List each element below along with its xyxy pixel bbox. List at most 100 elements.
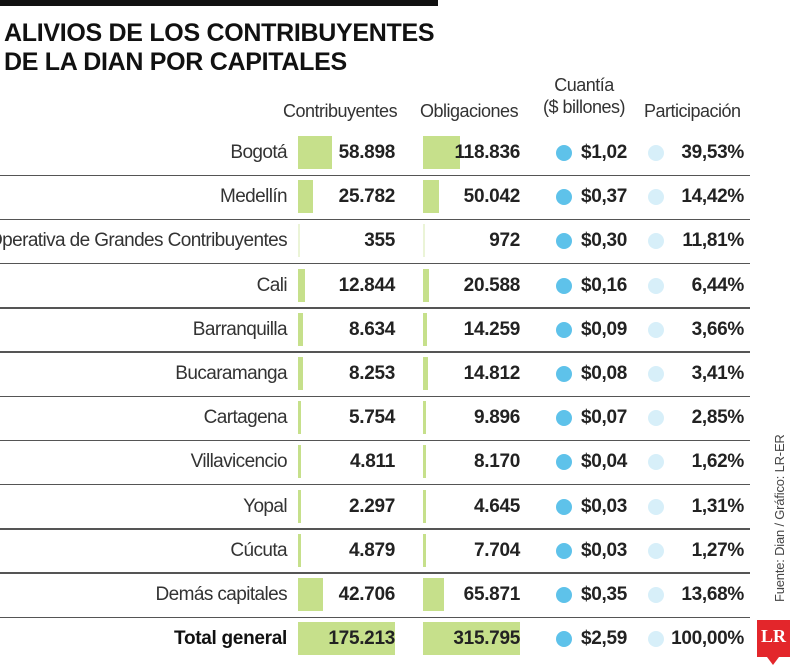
contribuyentes-bar [298,268,306,302]
cuantia-dot [556,542,572,559]
row-label: Operativa de Grandes Contribuyentes [0,230,288,252]
contribuyentes-value: 25.782 [338,186,396,208]
participacion-dot [648,189,664,206]
obligaciones-value: 972 [489,230,520,252]
obligaciones-bar [423,489,426,523]
cuantia-value: $0,03 [580,495,627,517]
obligaciones-value: 118.836 [454,142,520,163]
contribuyentes-value: 355 [364,230,395,252]
row-divider [0,395,750,397]
cuantia-value: $0,04 [580,451,627,473]
contribuyentes-value: 58.898 [338,142,396,163]
contribuyentes-value: 175.213 [328,628,395,650]
obligaciones-bar [423,268,430,302]
header-cuantia: Cuantía ($ billones) [535,74,633,118]
obligaciones-value: 9.896 [473,407,520,429]
cuantia-value: $0,16 [580,274,627,296]
row-divider [0,439,750,442]
participacion-value: 1,27% [691,539,745,561]
contribuyentes-bar [298,312,303,346]
contribuyentes-bar [298,489,301,523]
total-row: Total general 175.213 315.795 $2,59 100,00% [0,618,750,662]
table-row: Bogotá 58.898 118.836 $1,02 39,53% [0,132,750,176]
participacion-dot [648,366,664,382]
table-row: Yopal 2.297 4.645 $0,03 1,31% [0,486,750,530]
row-divider [0,572,750,574]
header-cuantia-line-1: Cuantía [554,75,614,95]
table-row: Cali 12.844 20.588 $0,16 6,44% [0,265,750,309]
row-divider [0,528,750,530]
cuantia-value: $1,02 [580,142,627,163]
table-row: Medellín 25.782 50.042 $0,37 14,42% [0,176,750,221]
obligaciones-bar [423,622,520,656]
obligaciones-value: 8.170 [473,451,520,473]
top-rule [0,0,438,6]
cuantia-value: $0,37 [580,186,627,208]
row-divider [0,351,750,353]
contribuyentes-bar [298,445,301,479]
cuantia-value: $0,35 [580,584,627,605]
header-contribuyentes: Contribuyentes [283,101,398,121]
obligaciones-bar [423,312,428,346]
participacion-value: 100,00% [671,628,744,650]
row-label: Cartagena [203,407,288,429]
cuantia-dot [556,233,572,250]
row-label: Total general [174,628,287,650]
participacion-dot [648,410,664,427]
participacion-value: 1,31% [691,495,745,517]
contribuyentes-bar [298,622,395,656]
row-label: Yopal [243,495,287,517]
row-label: Bogotá [230,142,287,163]
cuantia-dot [556,454,572,471]
row-label: Cúcuta [230,539,287,561]
cuantia-dot [556,410,572,427]
participacion-value: 14,42% [681,186,744,208]
table-row: Operativa de Grandes Contribuyentes 355 97… [0,220,750,265]
participacion-value: 3,41% [691,363,745,384]
obligaciones-bar [423,533,426,567]
title-line-2: DE LA DIAN POR CAPITALES [4,48,347,76]
cuantia-value: $0,07 [580,407,627,429]
obligaciones-value: 14.259 [463,318,521,340]
source-note: Fuente: Dian / Gráfico: LR-ER [772,434,787,602]
contribuyentes-bar [298,224,300,258]
row-divider [0,174,750,176]
row-divider [0,262,750,265]
participacion-value: 11,81% [682,230,744,252]
contribuyentes-bar [298,136,332,169]
obligaciones-bar [423,136,460,169]
obligaciones-value: 4.645 [473,495,520,517]
header-cuantia-line-2: ($ billones) [542,97,626,117]
cuantia-value: $0,30 [580,230,627,252]
chart-title: ALIVIOS DE LOS CONTRIBUYENTES DE LA DIAN… [4,19,435,77]
obligaciones-value: 50.042 [463,186,521,208]
row-label: Barranquilla [192,318,288,340]
contribuyentes-bar [298,180,313,214]
cuantia-value: $0,08 [580,363,627,384]
obligaciones-value: 14.812 [463,363,521,384]
obligaciones-value: 7.704 [473,539,520,561]
obligaciones-value: 315.795 [453,628,520,650]
contribuyentes-value: 42.706 [338,584,396,605]
cuantia-dot [556,145,572,161]
contribuyentes-value: 4.879 [348,539,395,561]
table-row: Barranquilla 8.634 14.259 $0,09 3,66% [0,309,750,353]
header-obligaciones: Obligaciones [420,101,519,121]
cuantia-value: $0,03 [580,539,627,561]
cuantia-value: $2,59 [580,628,627,650]
participacion-value: 1,62% [691,451,745,473]
cuantia-dot [556,277,572,294]
row-label: Bucaramanga [175,363,287,384]
row-divider [0,616,750,618]
participacion-dot [648,498,664,515]
row-label: Villavicencio [190,451,288,473]
participacion-dot [648,542,664,559]
contribuyentes-bar [298,401,302,435]
row-label: Medellín [219,186,288,208]
row-label: Demás capitales [155,584,288,605]
table-row: Demás capitales 42.706 65.871 $0,35 13,68% [0,574,750,618]
participacion-value: 2,85% [691,407,745,429]
cuantia-dot [556,587,572,603]
cuantia-dot [556,631,572,648]
lr-logo: LR [757,620,790,665]
